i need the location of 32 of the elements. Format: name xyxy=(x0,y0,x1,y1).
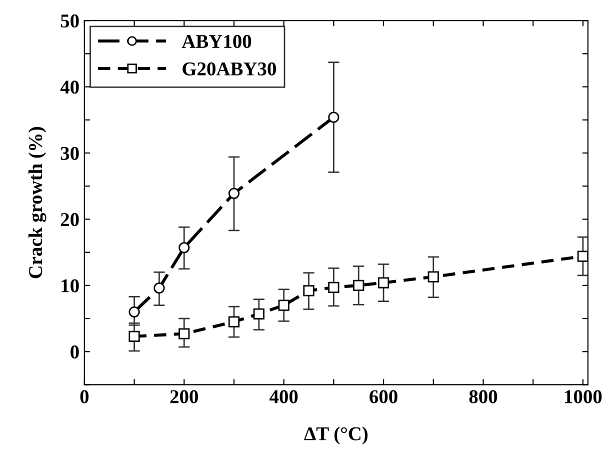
y-tick-label: 40 xyxy=(60,80,79,94)
point xyxy=(328,282,340,293)
point xyxy=(428,271,439,282)
point xyxy=(178,328,190,340)
point xyxy=(278,300,290,311)
x-tick-label: 600 xyxy=(370,390,398,404)
x-tick-label: 400 xyxy=(270,390,298,404)
point xyxy=(128,306,140,318)
x-tick-label: 200 xyxy=(170,390,198,404)
y-tick-label: 20 xyxy=(60,213,79,226)
legend-label: ABY100 xyxy=(182,34,252,48)
y-tick-label: 10 xyxy=(62,279,79,292)
point xyxy=(154,282,165,294)
legend-label: G20ABY30 xyxy=(182,62,276,76)
point xyxy=(228,188,240,199)
x-tick-label: 800 xyxy=(469,390,498,404)
x-axis-title: ΔT (°C) xyxy=(304,426,368,444)
point xyxy=(353,280,364,291)
point xyxy=(577,250,588,262)
x-tick-label: 0 xyxy=(80,390,89,404)
y-tick-label: 0 xyxy=(70,345,79,359)
point xyxy=(378,277,390,288)
y-axis-title: Crack growth (%) xyxy=(28,127,46,278)
point xyxy=(178,242,190,254)
y-tick-label: 50 xyxy=(60,14,79,28)
point xyxy=(253,308,264,320)
y-tick-label: 30 xyxy=(60,146,79,160)
point xyxy=(328,112,340,123)
point xyxy=(228,316,240,328)
point xyxy=(128,330,140,342)
point xyxy=(303,285,314,296)
x-tick-label: 1000 xyxy=(565,390,602,404)
